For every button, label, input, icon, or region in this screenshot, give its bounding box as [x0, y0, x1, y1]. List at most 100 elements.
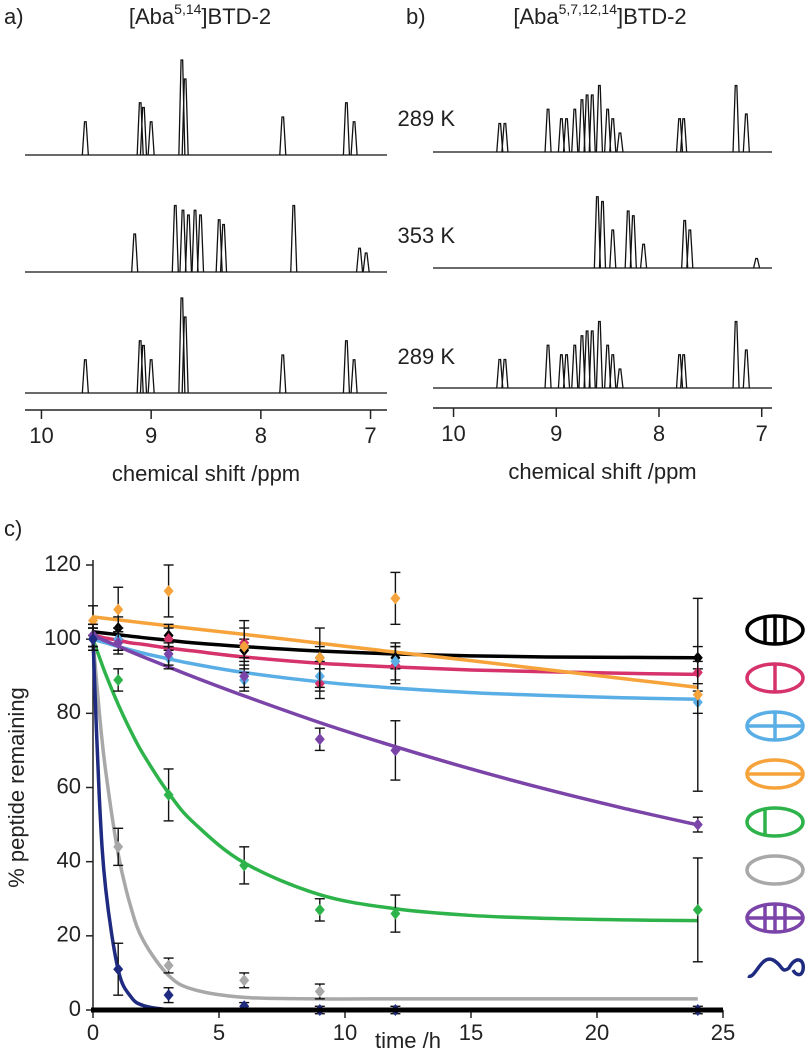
peak	[742, 349, 750, 389]
fit-curve	[91, 639, 698, 1012]
temperature-label: 353 K	[398, 223, 456, 248]
icon-ring	[745, 902, 805, 934]
data-point	[239, 859, 250, 872]
y-tick-label: 40	[57, 847, 81, 872]
peak	[680, 118, 688, 153]
data-point	[692, 903, 703, 916]
fit-curve	[92, 630, 698, 660]
x-tick-label: 0	[87, 1020, 99, 1045]
data-point	[88, 633, 98, 646]
data-point	[113, 603, 124, 616]
peak	[588, 330, 596, 389]
data-point	[163, 633, 174, 646]
data-point	[314, 903, 325, 916]
data-point	[163, 584, 174, 597]
x-axis-label: chemical shift /ppm	[508, 459, 696, 484]
data-point	[314, 651, 325, 664]
y-tick-label: 100	[44, 625, 81, 650]
peak	[147, 121, 155, 156]
peak	[290, 204, 298, 273]
title-sup: 5,14	[174, 1, 201, 17]
data-point	[163, 788, 174, 801]
data-point	[113, 963, 124, 976]
peak	[595, 320, 604, 389]
data-point	[314, 733, 325, 746]
x-tick-label: 10	[441, 421, 465, 446]
peak	[501, 358, 509, 389]
legend-icon	[745, 662, 805, 694]
data-point	[390, 907, 401, 920]
legend-icon	[745, 902, 805, 934]
data-point	[239, 974, 250, 987]
peak	[184, 214, 193, 273]
title-sup: 5,7,12,14	[559, 1, 618, 17]
data-point	[239, 640, 250, 653]
peak	[139, 106, 148, 156]
icon-ring	[745, 854, 805, 886]
data-point	[390, 744, 401, 757]
peak	[595, 84, 604, 153]
peak	[609, 354, 617, 389]
legend-icon	[745, 710, 805, 742]
peak	[131, 233, 139, 273]
peak	[81, 359, 89, 394]
peak	[616, 368, 624, 389]
peak	[191, 209, 199, 273]
data-point	[113, 673, 124, 686]
legend-icon	[745, 806, 805, 838]
peak	[181, 78, 189, 156]
peak	[355, 247, 364, 273]
peak	[629, 215, 637, 269]
data-point	[390, 655, 401, 668]
icon-ring	[745, 614, 805, 646]
peak	[342, 102, 351, 156]
peak	[562, 354, 571, 389]
x-tick-label: 8	[255, 423, 267, 448]
peak	[179, 209, 187, 273]
x-tick-label: 9	[145, 423, 157, 448]
legend-icon	[745, 758, 805, 790]
legend-icon	[745, 614, 805, 646]
peak	[181, 316, 189, 394]
peak	[603, 108, 612, 153]
x-tick-label: 7	[364, 423, 376, 448]
peak	[598, 200, 607, 269]
peak	[681, 219, 689, 269]
x-tick-label: 7	[756, 421, 768, 446]
x-tick-label: 5	[213, 1020, 225, 1045]
temperature-label: 289 K	[398, 106, 456, 131]
x-tick-label: 15	[459, 1020, 483, 1045]
data-point	[390, 592, 401, 605]
fit-curve	[91, 638, 698, 923]
peak	[196, 214, 205, 273]
peak	[496, 358, 504, 389]
data-point	[113, 840, 124, 853]
panel-title: [Aba5,14]BTD-2	[129, 1, 271, 29]
data-point	[692, 688, 703, 701]
y-tick-label: 120	[44, 551, 81, 576]
peak	[279, 354, 287, 394]
y-tick-label: 80	[57, 699, 81, 724]
title-base: [Aba	[129, 4, 175, 29]
peak	[496, 122, 504, 153]
peak	[562, 118, 571, 153]
peak	[578, 335, 586, 389]
legend-icon	[745, 854, 805, 886]
peak	[616, 132, 624, 153]
icon-ring	[745, 710, 805, 742]
temperature-label: 289 K	[398, 344, 456, 369]
data-point	[163, 648, 174, 660]
fit-curve	[92, 633, 699, 827]
title-tail: ]BTD-2	[201, 4, 271, 29]
legend-icon	[747, 957, 805, 978]
peak	[350, 121, 358, 156]
peak	[680, 354, 688, 389]
x-tick-label: 8	[653, 421, 665, 446]
panel-label: c)	[4, 516, 22, 541]
y-tick-label: 0	[69, 996, 81, 1021]
peak	[583, 330, 591, 389]
x-axis-label: time /h	[375, 1028, 441, 1053]
peak	[732, 320, 740, 389]
icon-ring	[745, 806, 805, 838]
